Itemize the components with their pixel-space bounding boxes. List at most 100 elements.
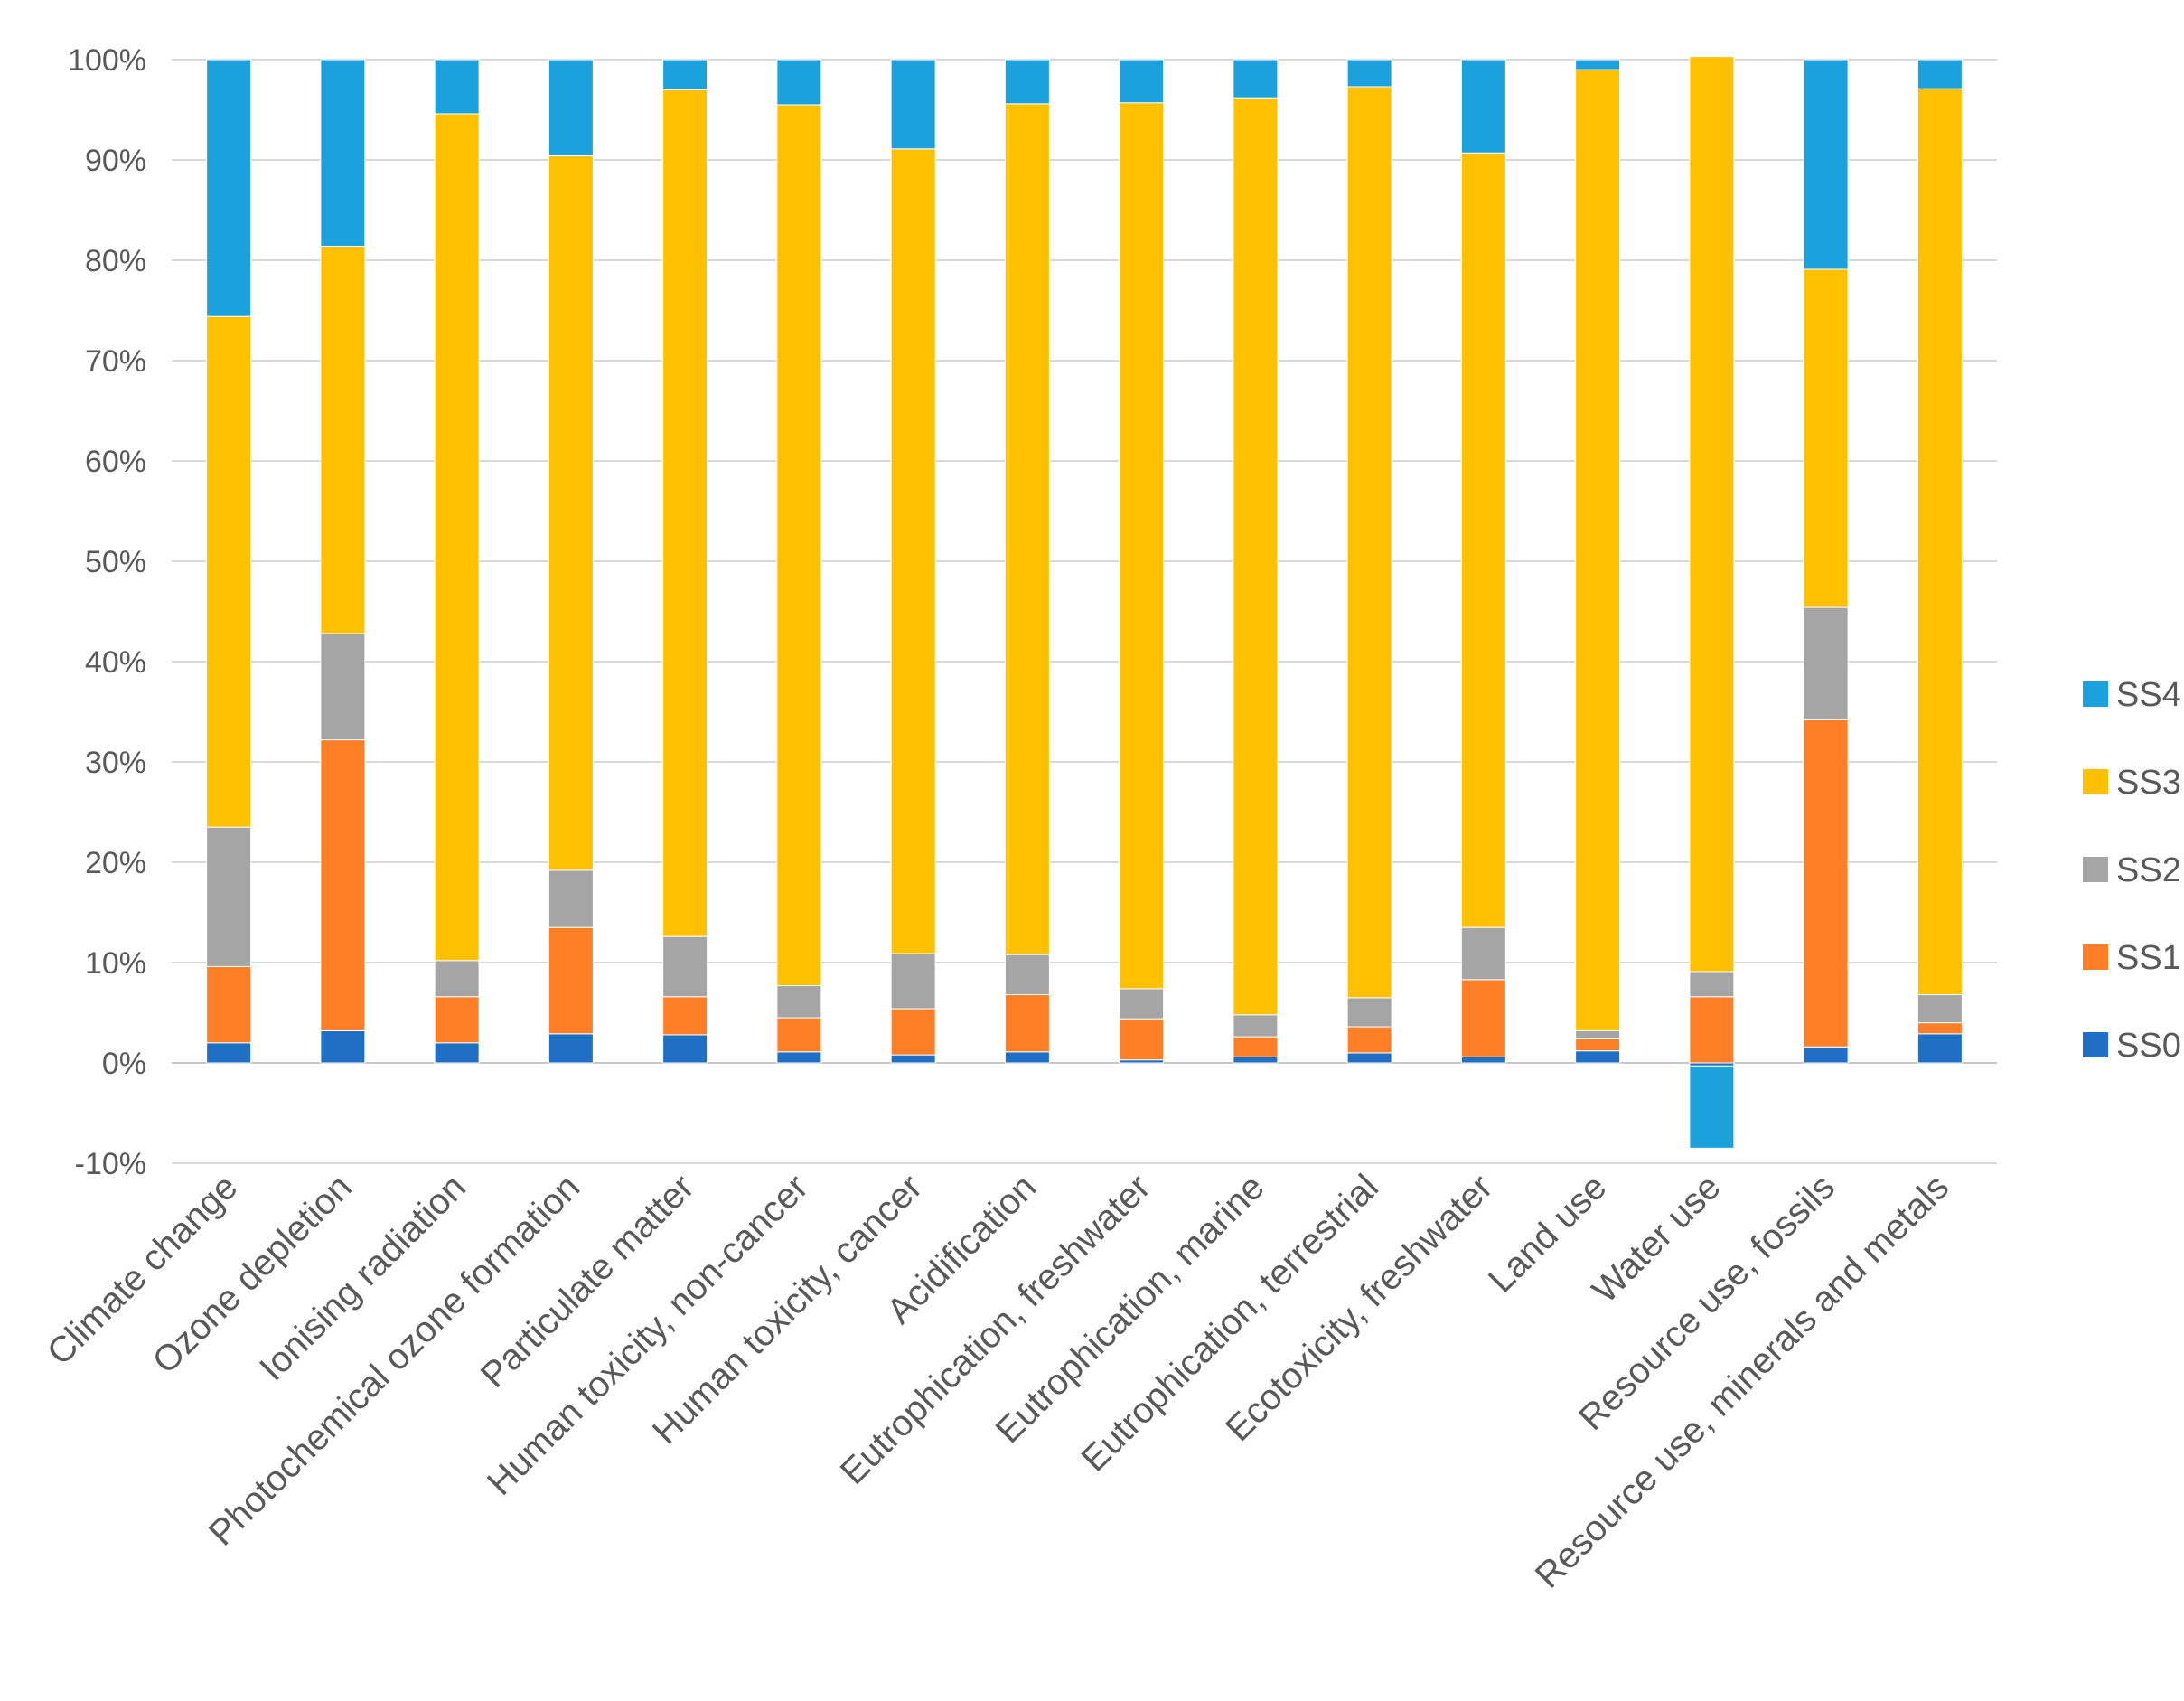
bar-segment-ss4 [1004,59,1050,105]
x-category-label: Resource use, minerals and metals [1528,1167,1956,1595]
legend-label-ss1: SS1 [2116,939,2181,977]
bar-segment-ss1 [662,996,708,1036]
bar-segment-ss0 [548,1033,594,1064]
bar-segment-ss4 [1119,59,1165,104]
y-tick-label: 70% [85,344,146,379]
bar-segment-ss1 [548,926,594,1035]
bar-segment-ss3 [1917,88,1963,996]
bar-segment-ss2 [1917,994,1963,1024]
bar-segment-ss4 [776,59,822,106]
bar-segment-ss0 [1575,1050,1621,1064]
bar-segment-ss1 [1575,1038,1621,1052]
bar-segment-ss3 [1803,268,1849,608]
legend: SS4 SS3 SS2 SS1 SS0 [2083,676,2181,1065]
bar-segment-ss1 [776,1017,822,1053]
bar-segment-ss4 [320,59,366,247]
bar-segment-ss2 [434,960,480,998]
bar-segment-ss0 [206,1042,252,1064]
bar-segment-ss4 [1689,1065,1735,1149]
bar-segment-ss1 [1119,1018,1165,1061]
bar-segment-ss4 [662,59,708,90]
bar-segment-ss2 [548,869,594,928]
bar-segment-ss3 [1346,86,1392,999]
bar-segment-ss4 [1460,59,1506,154]
legend-swatch-ss3 [2083,769,2108,794]
bar-segment-ss2 [320,633,366,741]
bar-segment-ss3 [320,245,366,634]
x-category-label: Climate change [40,1167,246,1373]
legend-swatch-ss0 [2083,1032,2108,1057]
legend-swatch-ss2 [2083,857,2108,882]
bar-segment-ss2 [1460,926,1506,981]
bar-segment-ss0 [776,1051,822,1064]
y-tick-label: 40% [85,645,146,680]
bars [206,56,1963,1149]
y-tick-label: 10% [85,946,146,981]
y-tick-label: -10% [75,1147,146,1181]
bar-segment-ss1 [1346,1026,1392,1054]
y-tick-label: 0% [102,1047,146,1081]
bar-segment-ss0 [890,1054,936,1064]
y-tick-label: 60% [85,445,146,479]
bar-segment-ss4 [548,59,594,157]
y-axis-tick-labels: -10% 0% 10% 20% 30% 40% 50% 60% 70% 80% 90% 100% [68,43,146,1181]
bar-segment-ss0 [1346,1052,1392,1064]
bar-segment-ss1 [1460,979,1506,1057]
bar-segment-ss4 [1917,59,1963,89]
bar-segment-ss4 [1575,59,1621,70]
bar-segment-ss2 [1233,1014,1279,1038]
bar-segment-ss2 [890,953,936,1010]
bar-segment-ss2 [1575,1029,1621,1039]
bar-segment-ss2 [1689,971,1735,998]
bar-segment-ss3 [662,89,708,937]
x-category-label: Particulate matter [473,1167,702,1396]
bar-segment-ss0 [1917,1033,1963,1064]
bar-segment-ss4 [1803,59,1849,270]
bar-segment-ss1 [434,996,480,1044]
legend-label-ss4: SS4 [2116,676,2181,714]
bar-segment-ss1 [320,739,366,1031]
bar-segment-ss2 [206,826,252,967]
bar-segment-ss0 [662,1034,708,1064]
bar-segment-ss3 [1004,103,1050,955]
y-tick-label: 100% [68,43,146,78]
bar-segment-ss2 [1346,997,1392,1028]
y-tick-label: 20% [85,846,146,880]
bar-segment-ss1 [1803,719,1849,1048]
bar-segment-ss0 [1233,1056,1279,1064]
bar-segment-ss2 [1119,988,1165,1020]
legend-swatch-ss4 [2083,681,2108,707]
y-tick-label: 90% [85,144,146,178]
bar-segment-ss0 [320,1029,366,1064]
bar-segment-ss1 [206,965,252,1044]
bar-segment-ss4 [1233,59,1279,99]
legend-label-ss3: SS3 [2116,764,2181,802]
bar-segment-ss2 [1004,954,1050,996]
bar-segment-ss3 [1689,56,1735,973]
bar-segment-ss4 [434,59,480,115]
x-category-label: Ionising radiation [252,1167,473,1388]
bar-segment-ss3 [1233,97,1279,1016]
bar-segment-ss1 [890,1008,936,1056]
bar-segment-ss0 [1004,1051,1050,1064]
bar-segment-ss1 [1689,996,1735,1064]
y-tick-label: 50% [85,545,146,579]
bar-segment-ss3 [1575,69,1621,1031]
bar-segment-ss1 [1917,1022,1963,1035]
y-tick-label: 30% [85,746,146,780]
bar-segment-ss3 [548,155,594,871]
bar-segment-ss4 [206,59,252,317]
bar-segment-ss0 [434,1042,480,1064]
bar-segment-ss2 [776,985,822,1019]
bar-segment-ss1 [1233,1036,1279,1057]
x-category-label: Ozone depletion [145,1167,360,1381]
bar-segment-ss3 [206,315,252,828]
bar-segment-ss3 [890,148,936,954]
legend-swatch-ss1 [2083,944,2108,970]
bar-segment-ss3 [776,104,822,987]
bar-segment-ss3 [1119,102,1165,990]
bar-segment-ss3 [434,113,480,962]
bar-segment-ss1 [1004,994,1050,1053]
